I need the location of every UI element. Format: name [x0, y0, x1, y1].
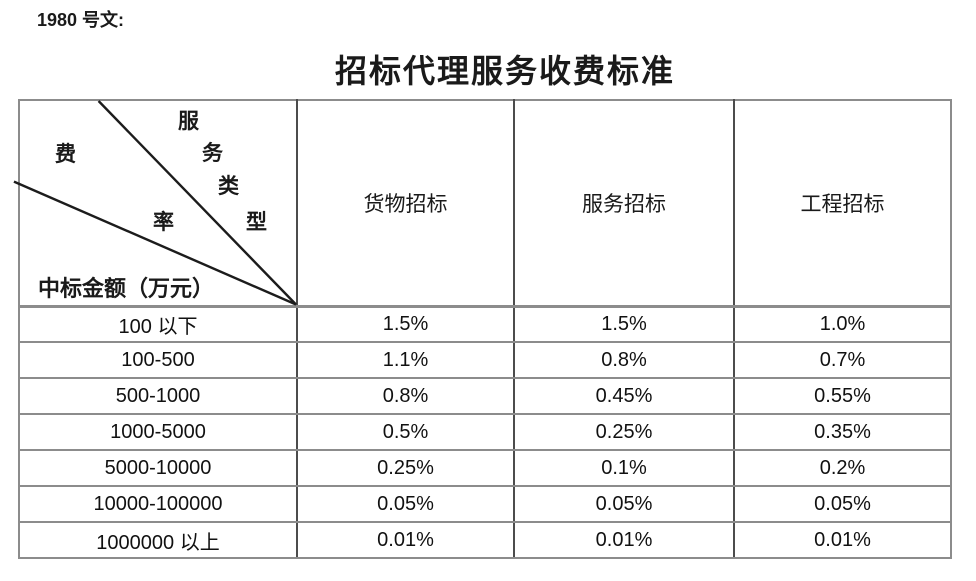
doc-number-label: 1980 号文:: [37, 10, 125, 30]
rate-cell: 0.01%: [296, 521, 515, 559]
amount-range-cell: 100 以下: [18, 305, 298, 343]
rate-cell: 0.2%: [733, 449, 952, 487]
header-row: 服 务 类 型 费 率 中标金额（万元） 货物招标 服务招标 工程招标: [13, 99, 952, 308]
rate-cell: 0.01%: [733, 521, 952, 559]
table-row: 100-500 1.1% 0.8% 0.7%: [18, 341, 952, 379]
column-header-goods: 货物招标: [296, 99, 515, 308]
rate-cell: 0.7%: [733, 341, 952, 379]
corner-label-service-char: 务: [202, 141, 223, 165]
rate-cell: 0.5%: [296, 413, 515, 451]
table-row: 500-1000 0.8% 0.45% 0.55%: [18, 377, 952, 415]
rate-cell: 0.1%: [513, 449, 735, 487]
table-row: 10000-100000 0.05% 0.05% 0.05%: [18, 485, 952, 523]
fee-standard-table: 服 务 类 型 费 率 中标金额（万元） 货物招标 服务招标 工程招标 100 …: [13, 99, 952, 559]
amount-range-cell: 10000-100000: [18, 485, 298, 523]
rate-cell: 1.1%: [296, 341, 515, 379]
rate-cell: 0.25%: [296, 449, 515, 487]
rate-cell: 0.05%: [513, 485, 735, 523]
diagonal-divider-lines: [13, 100, 297, 306]
rate-cell: 0.35%: [733, 413, 952, 451]
corner-label-service-char: 型: [246, 210, 267, 234]
table-row: 1000000 以上 0.01% 0.01% 0.01%: [18, 521, 952, 559]
page-title: 招标代理服务收费标准: [334, 53, 675, 89]
column-header-services: 服务招标: [513, 99, 735, 308]
column-header-engineering: 工程招标: [733, 99, 952, 308]
table-row: 5000-10000 0.25% 0.1% 0.2%: [18, 449, 952, 487]
amount-range-cell: 1000-5000: [18, 413, 298, 451]
rate-cell: 0.55%: [733, 377, 952, 415]
rate-cell: 1.5%: [296, 305, 515, 343]
amount-range-cell: 100-500: [18, 341, 298, 379]
rate-cell: 0.05%: [296, 485, 515, 523]
corner-amount-label: 中标金额（万元）: [38, 276, 215, 301]
amount-range-cell: 5000-10000: [18, 449, 298, 487]
table-row: 100 以下 1.5% 1.5% 1.0%: [18, 305, 952, 343]
rate-cell: 0.8%: [513, 341, 735, 379]
rate-cell: 0.8%: [296, 377, 515, 415]
corner-label-fee-char: 费: [55, 142, 76, 166]
rate-cell: 0.05%: [733, 485, 952, 523]
corner-label-service-char: 类: [218, 174, 239, 198]
rate-cell: 0.25%: [513, 413, 735, 451]
table-row: 1000-5000 0.5% 0.25% 0.35%: [18, 413, 952, 451]
corner-label-service-char: 服: [178, 109, 199, 133]
corner-label-fee-char: 率: [153, 210, 174, 234]
rate-cell: 0.45%: [513, 377, 735, 415]
rate-cell: 0.01%: [513, 521, 735, 559]
rate-cell: 1.5%: [513, 305, 735, 343]
amount-range-cell: 500-1000: [18, 377, 298, 415]
rate-cell: 1.0%: [733, 305, 952, 343]
corner-cell: 服 务 类 型 费 率 中标金额（万元）: [13, 99, 298, 308]
amount-range-cell: 1000000 以上: [18, 521, 298, 559]
